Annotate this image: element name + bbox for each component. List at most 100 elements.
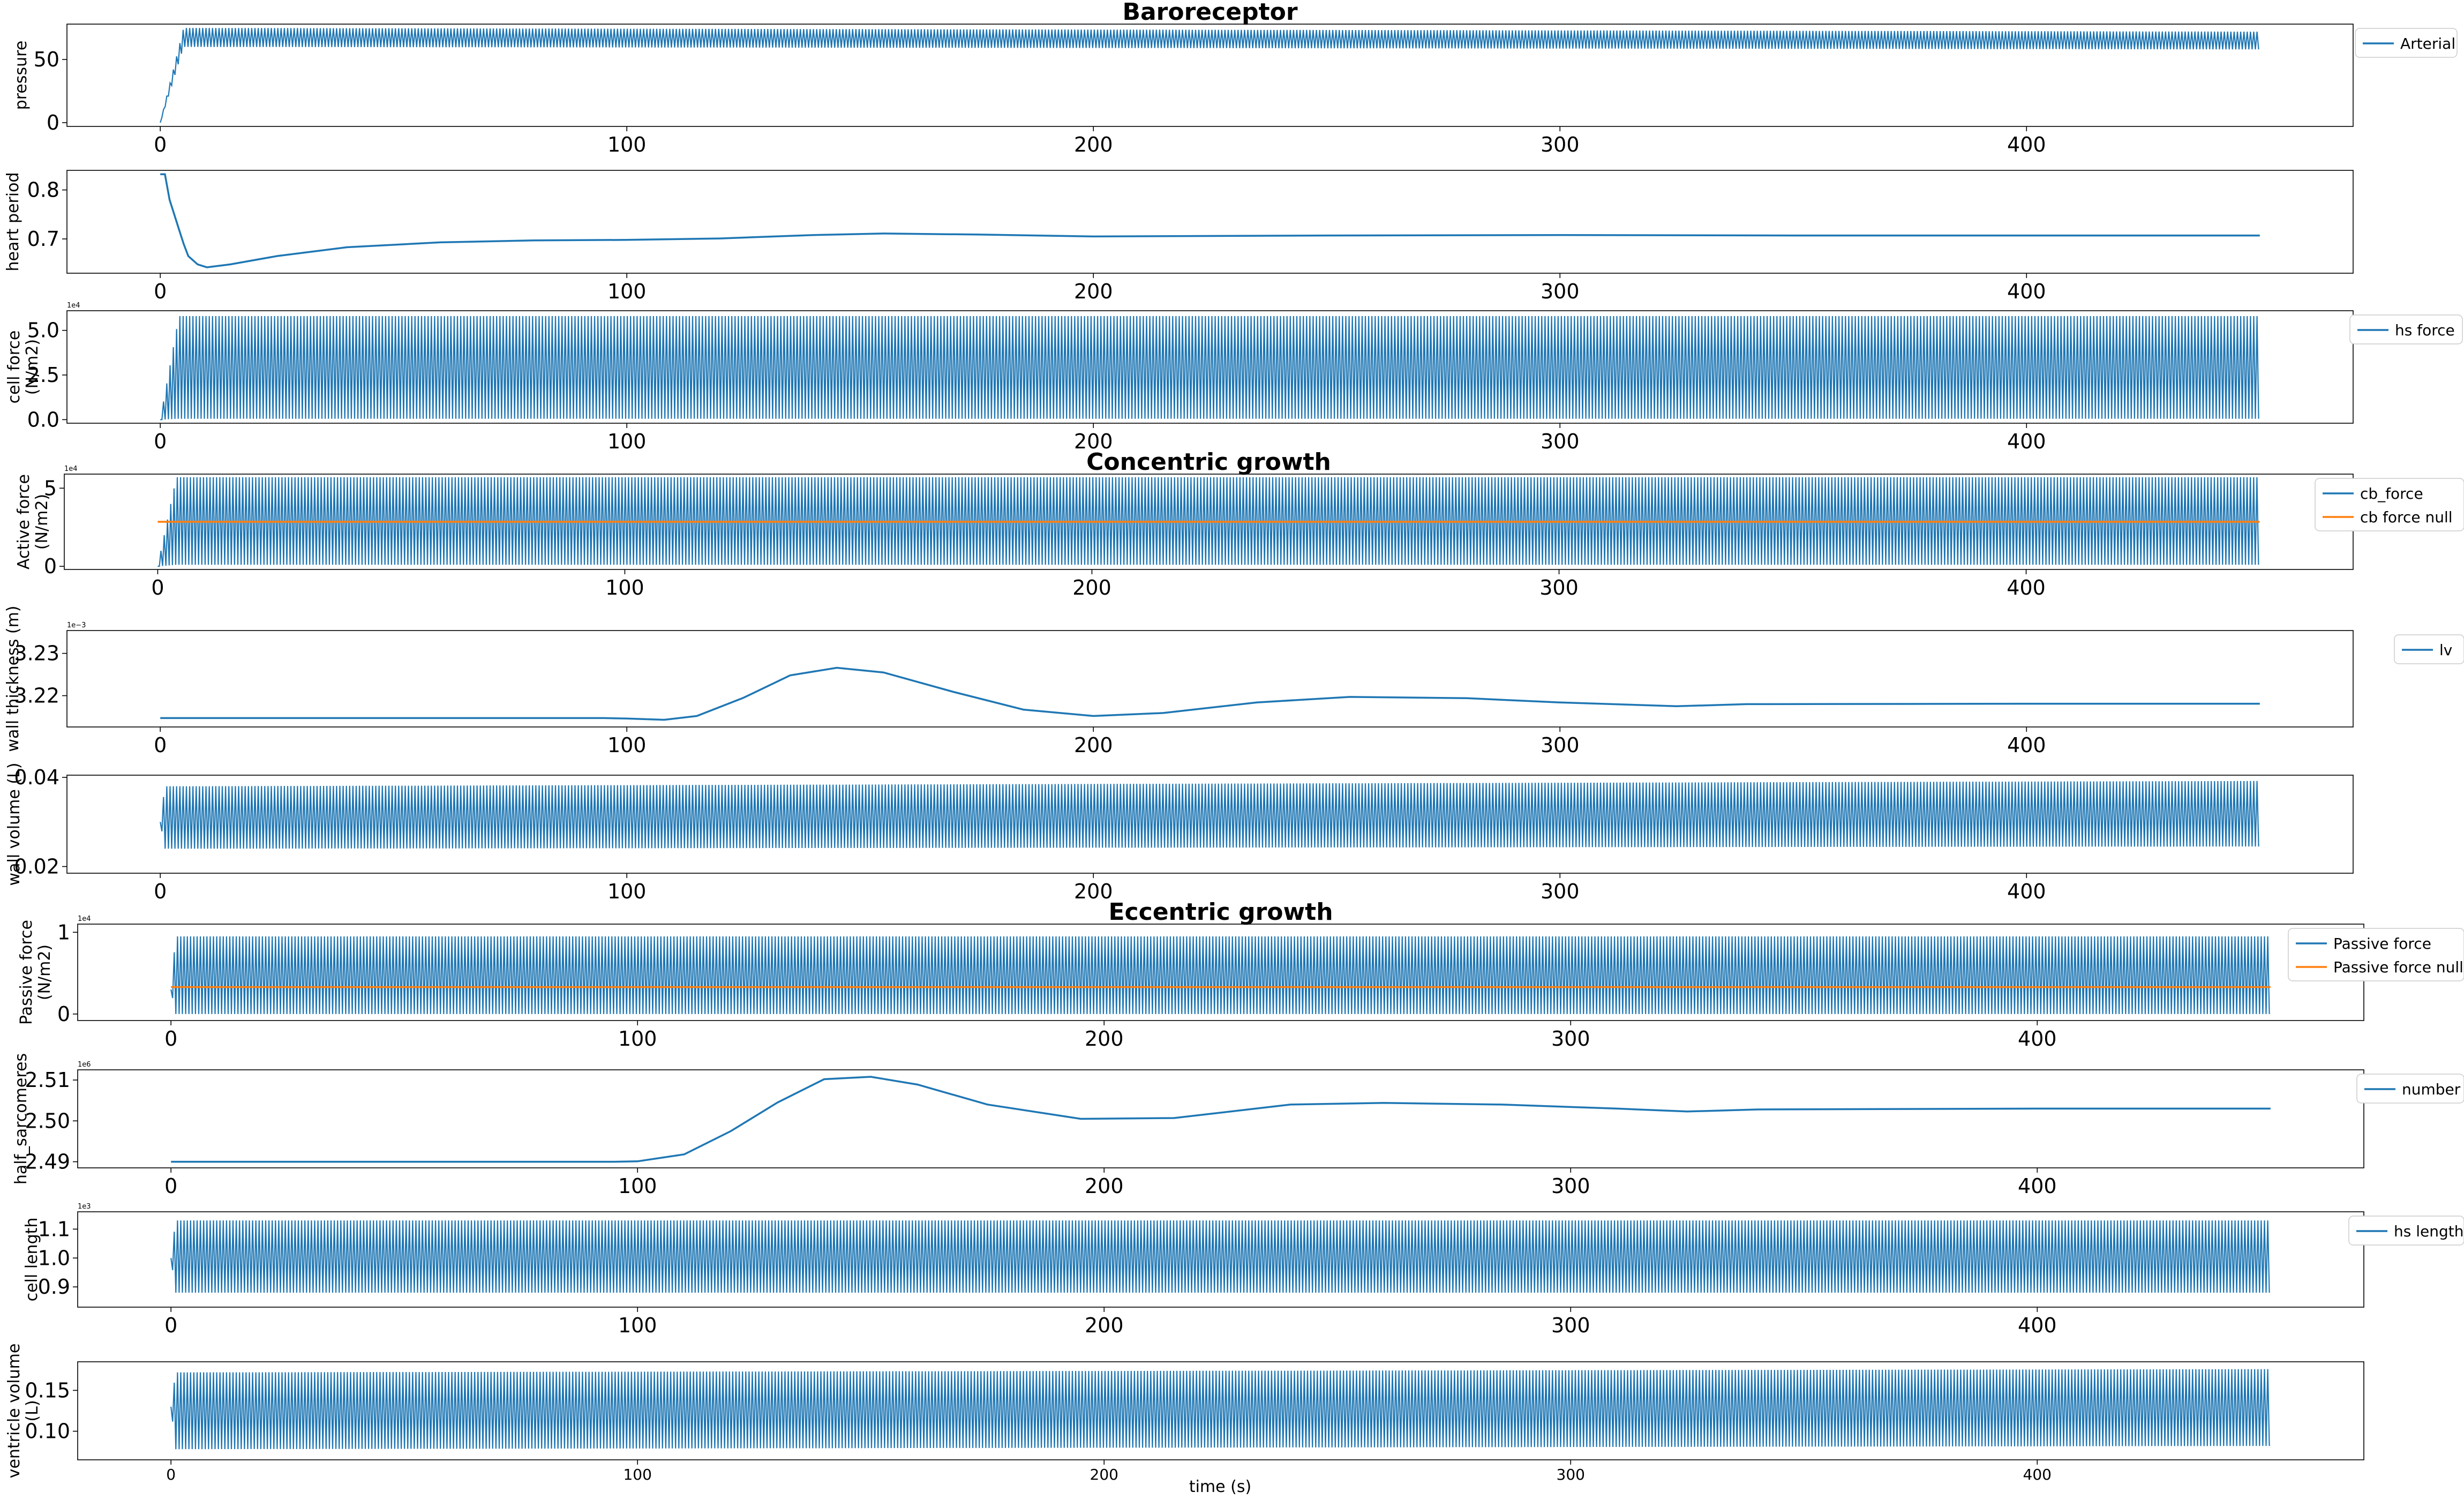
y-axis-label: wall thickness (m)	[4, 605, 22, 752]
y-tick-label: 1	[57, 920, 70, 944]
legend-box	[2348, 1216, 2464, 1246]
y-tick-label: 0	[44, 554, 57, 578]
y-axis-label: (L)	[23, 1400, 42, 1421]
subplot-8: 0 100 200 300 400 0.9 1.0 1.1 1e3 cell length hs l…	[22, 1203, 2464, 1337]
x-tick-label: 400	[2018, 1314, 2057, 1337]
series-line-8-0	[170, 1220, 2270, 1293]
x-tick-label: 0	[164, 1174, 177, 1198]
x-tick-label: 100	[607, 733, 647, 757]
subplot-3: 0 100 200 300 400 0 5 1e4 Active force (N/m2) Conc…	[14, 448, 2464, 599]
y-tick-label: 0.9	[38, 1275, 70, 1299]
y-offset-text: 1e−3	[67, 621, 86, 629]
y-tick-label: 5.0	[27, 319, 59, 342]
legend-label: hs length	[2394, 1222, 2463, 1240]
y-tick-label: 0	[57, 1002, 70, 1026]
y-axis-label: (N/m2)	[23, 339, 42, 395]
x-tick-label: 400	[2007, 280, 2046, 303]
y-tick-label: 2.5	[27, 363, 59, 387]
x-tick-label: 0	[154, 733, 167, 757]
x-tick-label: 100	[607, 280, 647, 303]
x-tick-label: 0	[164, 1027, 177, 1051]
y-tick-label: 1.1	[38, 1217, 70, 1241]
x-tick-label: 200	[1085, 1027, 1124, 1051]
x-tick-label: 0	[164, 1314, 177, 1337]
y-tick-label: 0	[47, 111, 59, 134]
legend-box	[2288, 928, 2464, 981]
subplot-title: Eccentric growth	[1108, 898, 1333, 926]
y-tick-label: 0.02	[14, 855, 59, 879]
x-tick-label: 100	[618, 1314, 657, 1337]
x-tick-label: 300	[1539, 576, 1579, 599]
x-tick-label: 200	[1074, 733, 1113, 757]
y-tick-label: 3.22	[14, 684, 59, 708]
x-tick-label: 100	[605, 576, 644, 599]
legend-box	[2349, 314, 2463, 344]
y-tick-label: 0.15	[25, 1378, 70, 1402]
x-tick-label: 300	[1541, 880, 1580, 903]
legend-label: number	[2402, 1081, 2461, 1098]
y-axis-label: (N/m2)	[35, 944, 54, 1000]
subplot-4: 0 100 200 300 400 3.22 3.23 1e−3 wall thickness …	[4, 605, 2464, 757]
y-axis-label: cell length	[22, 1218, 41, 1302]
x-tick-label: 200	[1074, 430, 1113, 453]
series-line-5-0	[160, 781, 2259, 849]
x-tick-label: 200	[1072, 576, 1111, 599]
y-tick-label: 0.0	[27, 408, 59, 431]
x-tick-label: 300	[1557, 1466, 1585, 1483]
x-tick-label: 400	[2007, 576, 2046, 599]
x-tick-label: 300	[1541, 430, 1580, 453]
y-axis-label: half_sarcomeres	[12, 1053, 31, 1184]
x-tick-label: 300	[1541, 733, 1580, 757]
x-tick-label: 200	[1085, 1174, 1124, 1198]
series-line-2-0	[160, 316, 2259, 421]
x-tick-label: 400	[2007, 880, 2046, 903]
x-tick-label: 0	[151, 576, 164, 599]
x-tick-label: 100	[623, 1466, 651, 1483]
series-line-7-0	[171, 1076, 2271, 1163]
x-tick-label: 400	[2007, 133, 2046, 156]
series-line-4-0	[160, 666, 2260, 721]
legend: Passive force Passive force null	[2288, 928, 2464, 981]
y-axis-label: pressure	[12, 41, 31, 110]
y-tick-label: 2.51	[25, 1068, 70, 1092]
legend-label: lv	[2439, 641, 2452, 659]
legend: number	[2356, 1074, 2464, 1104]
legend-label: Passive force	[2333, 935, 2431, 952]
x-tick-label: 200	[1085, 1314, 1124, 1337]
legend: hs force	[2349, 314, 2463, 344]
y-offset-text: 1e4	[78, 915, 91, 923]
y-tick-label: 3.23	[14, 642, 59, 665]
y-tick-label: 5	[44, 476, 57, 500]
legend-label: cb_force	[2360, 485, 2423, 502]
x-tick-label: 400	[2018, 1027, 2057, 1051]
x-tick-label: 400	[2018, 1174, 2057, 1198]
x-tick-label: 200	[1090, 1466, 1118, 1483]
x-tick-label: 300	[1541, 280, 1580, 303]
axes-frame	[66, 630, 2354, 728]
legend-label: cb force null	[2360, 508, 2453, 526]
x-axis-label: time (s)	[1189, 1478, 1251, 1496]
series-line-6-0	[170, 936, 2270, 1014]
x-tick-label: 400	[2023, 1466, 2052, 1483]
x-tick-label: 200	[1074, 880, 1113, 903]
y-tick-label: 2.49	[25, 1150, 70, 1174]
x-tick-label: 100	[618, 1174, 657, 1198]
y-tick-label: 0.10	[25, 1420, 70, 1443]
legend-label: hs force	[2395, 321, 2455, 339]
y-offset-text: 1e6	[78, 1061, 91, 1069]
x-tick-label: 0	[154, 880, 167, 903]
axes-frame	[77, 1069, 2364, 1168]
y-tick-label: 1.0	[38, 1246, 70, 1270]
y-tick-label: 0.7	[27, 227, 59, 251]
legend-label: Passive force null	[2333, 958, 2463, 976]
x-tick-label: 100	[607, 133, 647, 156]
subplot-title: Baroreceptor	[1122, 0, 1297, 26]
axes-frame	[66, 310, 2354, 424]
y-tick-label: 0.8	[27, 178, 59, 202]
y-offset-text: 1e3	[78, 1203, 91, 1211]
y-tick-label: 50	[34, 48, 59, 71]
subplot-7: 0 100 200 300 400 2.49 2.50 2.51 1e6 half_sarcome…	[12, 1053, 2464, 1198]
